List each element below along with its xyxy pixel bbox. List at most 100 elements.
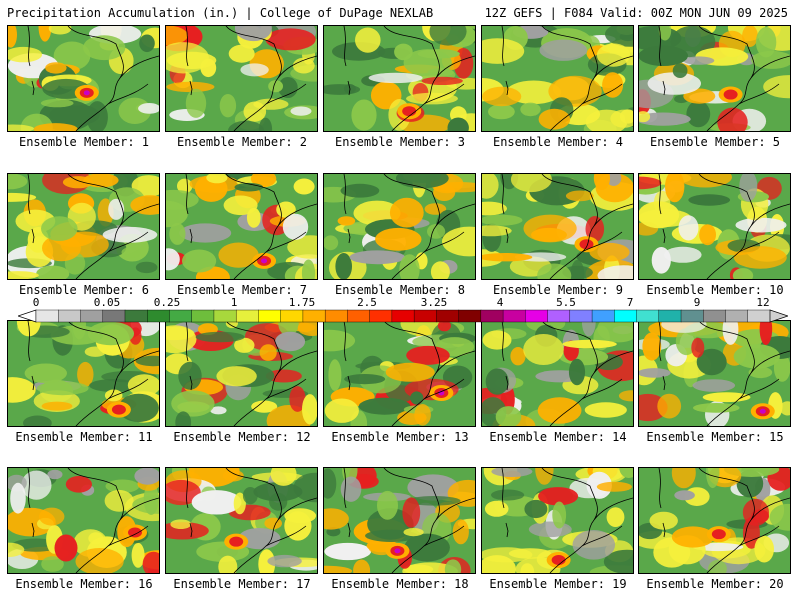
colorbar-swatch: [280, 309, 304, 323]
precip-map: [8, 468, 159, 573]
member-panel: [638, 173, 791, 280]
precip-map: [482, 174, 633, 279]
member-panel: [165, 25, 318, 132]
member-panel: [323, 467, 476, 574]
colorbar-swatch: [747, 309, 771, 323]
colorbar-tick-label: 3.25: [420, 296, 448, 309]
member-label: Ensemble Member: 20: [646, 577, 784, 591]
colorbar-swatch: [80, 309, 104, 323]
colorbar-swatch: [124, 309, 148, 323]
colorbar-swatch: [302, 309, 326, 323]
member-label: Ensemble Member: 15: [646, 430, 784, 444]
member-label: Ensemble Member: 16: [15, 577, 153, 591]
colorbar-tick-label: 12: [756, 296, 770, 309]
member-label: Ensemble Member: 12: [173, 430, 311, 444]
colorbar: [18, 309, 788, 323]
member-label: Ensemble Member: 19: [489, 577, 627, 591]
precip-map: [8, 26, 159, 131]
colorbar-max-arrow: [769, 309, 788, 323]
colorbar-tick-label: 0.25: [153, 296, 181, 309]
colorbar-swatch: [391, 309, 415, 323]
member-label: Ensemble Member: 3: [334, 135, 466, 149]
colorbar-swatch: [547, 309, 571, 323]
colorbar-tick-label: 0.05: [93, 296, 121, 309]
member-panel: [481, 173, 634, 280]
colorbar-tick-label: 1: [230, 296, 238, 309]
colorbar-swatch: [636, 309, 660, 323]
colorbar-tick-label: 5.5: [556, 296, 576, 309]
colorbar-swatch: [35, 309, 59, 323]
colorbar-swatch: [169, 309, 193, 323]
precip-map: [482, 321, 633, 426]
member-label: Ensemble Member: 17: [173, 577, 311, 591]
member-panel: [481, 25, 634, 132]
run-info: 12Z GEFS | F084 Valid: 00Z MON JUN 09 20…: [484, 6, 788, 20]
precip-map: [166, 26, 317, 131]
member-label: Ensemble Member: 9: [492, 283, 624, 297]
colorbar-swatch: [658, 309, 682, 323]
colorbar-swatch: [324, 309, 348, 323]
colorbar-swatch: [413, 309, 437, 323]
member-label: Ensemble Member: 10: [646, 283, 784, 297]
member-label: Ensemble Member: 5: [649, 135, 781, 149]
precip-map: [482, 468, 633, 573]
colorbar-swatch: [347, 309, 371, 323]
member-label: Ensemble Member: 8: [334, 283, 466, 297]
colorbar-swatch: [502, 309, 526, 323]
colorbar-tick-label: 4: [496, 296, 504, 309]
colorbar-swatch: [458, 309, 482, 323]
precip-map: [324, 321, 475, 426]
member-panel: [638, 467, 791, 574]
colorbar-swatch: [703, 309, 727, 323]
member-panel: [323, 173, 476, 280]
colorbar-swatch: [369, 309, 393, 323]
member-label: Ensemble Member: 14: [489, 430, 627, 444]
colorbar-swatch: [147, 309, 170, 323]
colorbar-swatch: [525, 309, 549, 323]
precip-map: [324, 468, 475, 573]
member-panel: [165, 467, 318, 574]
colorbar-swatch: [725, 309, 749, 323]
member-panel: [165, 173, 318, 280]
member-panel: [7, 467, 160, 574]
precip-map: [8, 321, 159, 426]
colorbar-swatch: [569, 309, 593, 323]
colorbar-tick-label: 2.5: [357, 296, 377, 309]
member-panel: [638, 320, 791, 427]
member-label: Ensemble Member: 4: [492, 135, 624, 149]
precip-map: [482, 26, 633, 131]
member-label: Ensemble Member: 7: [176, 283, 308, 297]
member-label: Ensemble Member: 2: [176, 135, 308, 149]
colorbar-tick-label: 9: [693, 296, 701, 309]
member-label: Ensemble Member: 11: [15, 430, 153, 444]
member-label: Ensemble Member: 18: [331, 577, 469, 591]
colorbar-swatch: [436, 309, 460, 323]
member-label: Ensemble Member: 6: [18, 283, 150, 297]
member-panel: [638, 25, 791, 132]
precip-map: [166, 468, 317, 573]
colorbar-swatch: [480, 309, 504, 323]
member-panel: [7, 25, 160, 132]
precip-map: [324, 174, 475, 279]
precip-map: [639, 174, 790, 279]
colorbar-swatch: [213, 309, 237, 323]
member-panel: [481, 320, 634, 427]
member-panel: [481, 467, 634, 574]
colorbar-swatch: [591, 309, 615, 323]
colorbar-tick-label: 1.75: [288, 296, 316, 309]
member-panel: [323, 25, 476, 132]
member-panel: [165, 320, 318, 427]
chart-title: Precipitation Accumulation (in.) | Colle…: [7, 6, 434, 20]
colorbar-swatch: [680, 309, 704, 323]
precip-map: [8, 174, 159, 279]
colorbar-swatch: [258, 309, 282, 323]
precip-map: [166, 174, 317, 279]
precip-map: [324, 26, 475, 131]
colorbar-tick-label: 7: [626, 296, 634, 309]
member-label: Ensemble Member: 13: [331, 430, 469, 444]
precip-map: [166, 321, 317, 426]
member-panel: [323, 320, 476, 427]
colorbar-swatch: [235, 309, 259, 323]
precip-map: [639, 26, 790, 131]
colorbar-swatch: [191, 309, 215, 323]
